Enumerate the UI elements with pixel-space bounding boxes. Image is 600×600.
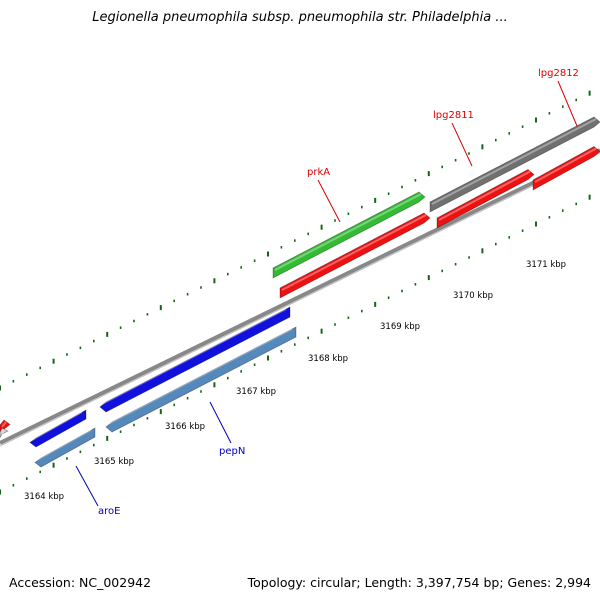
cds-arrow-pepn-upper-highlight <box>101 308 287 405</box>
genome-title: Legionella pneumophila subsp. pneumophil… <box>92 10 508 25</box>
cds-arrow-prka-lower <box>279 212 431 299</box>
cds-arrow-aroe-upper-highlight <box>31 411 83 441</box>
cds-arrow-prka <box>272 191 426 279</box>
cds-arrow-aroe-upper <box>29 409 87 448</box>
inner-tick-track <box>0 194 591 495</box>
backbone-highlight <box>0 152 600 447</box>
tick-label-3171: 3171 kbp <box>526 260 566 270</box>
gene-label-aroe: aroE <box>98 506 120 517</box>
genome-stats-text: Topology: circular; Length: 3,397,754 bp… <box>247 575 591 590</box>
cds-arrow-pepn-upper <box>99 306 291 413</box>
gene-label-pepn: pepN <box>219 446 245 457</box>
label-leader-lines <box>75 80 578 507</box>
cds-arrow-pepn-lower <box>105 326 297 433</box>
accession-text: Accession: NC_002942 <box>9 575 152 590</box>
cds-arrow-lpg2811-highlight <box>438 170 531 221</box>
gene-label-lpg2812: lpg2812 <box>538 68 579 79</box>
cds-arrow-prka-lower-highlight <box>281 214 427 291</box>
tick-label-3168: 3168 kbp <box>308 354 348 364</box>
tick-label-3166: 3166 kbp <box>165 422 205 432</box>
leader-prka <box>317 179 341 223</box>
kbp-tick-labels: 3164 kbp 3165 kbp 3166 kbp 3167 kbp 3168… <box>24 260 566 502</box>
cds-arrow-gray-left-highlight <box>1 429 5 435</box>
cds-arrow-aroe-lower-highlight <box>36 429 92 461</box>
cds-arrow-pepn-lower-highlight <box>107 328 293 425</box>
tick-label-3169: 3169 kbp <box>380 322 420 332</box>
cds-arrow-lpg2811-gray-highlight <box>431 118 597 205</box>
sequence-backbone <box>0 148 600 447</box>
cds-arrow-lpg2812 <box>532 146 600 191</box>
gene-label-lpg2811: lpg2811 <box>433 110 474 121</box>
leader-lpg2812 <box>557 80 578 127</box>
leader-lpg2811 <box>451 122 473 167</box>
feature-track <box>0 116 600 468</box>
cds-arrow-lpg2811 <box>436 169 535 229</box>
cds-arrow-gray-left <box>0 427 9 439</box>
cds-arrow-lpg2812-highlight <box>534 147 597 183</box>
outer-tick-track <box>0 90 591 391</box>
gene-label-prka: prkA <box>307 167 330 178</box>
tick-label-3164: 3164 kbp <box>24 492 64 502</box>
leader-aroe <box>75 465 99 507</box>
tick-label-3165: 3165 kbp <box>94 457 134 467</box>
gene-labels: prkA lpg2811 lpg2812 pepN aroE <box>98 68 579 517</box>
cds-arrow-lpg2811-gray <box>429 116 600 213</box>
cds-arrow-prka-highlight <box>274 193 422 271</box>
cds-arrow-left-edge-highlight <box>1 421 7 428</box>
cds-arrow-aroe-lower <box>34 427 96 468</box>
leader-pepn <box>209 401 232 444</box>
tick-label-3167: 3167 kbp <box>236 387 276 397</box>
tick-label-3170: 3170 kbp <box>453 291 493 301</box>
backbone-line <box>0 148 600 445</box>
